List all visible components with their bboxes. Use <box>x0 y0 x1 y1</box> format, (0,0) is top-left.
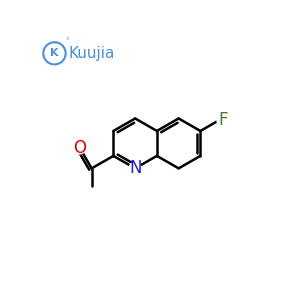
Text: °: ° <box>66 38 69 44</box>
Text: O: O <box>73 139 86 157</box>
Text: K: K <box>50 48 59 58</box>
Text: N: N <box>129 159 141 177</box>
Circle shape <box>217 114 229 126</box>
Text: F: F <box>218 111 228 129</box>
Circle shape <box>129 162 141 174</box>
Circle shape <box>74 142 86 154</box>
Text: Kuujia: Kuujia <box>69 46 115 61</box>
